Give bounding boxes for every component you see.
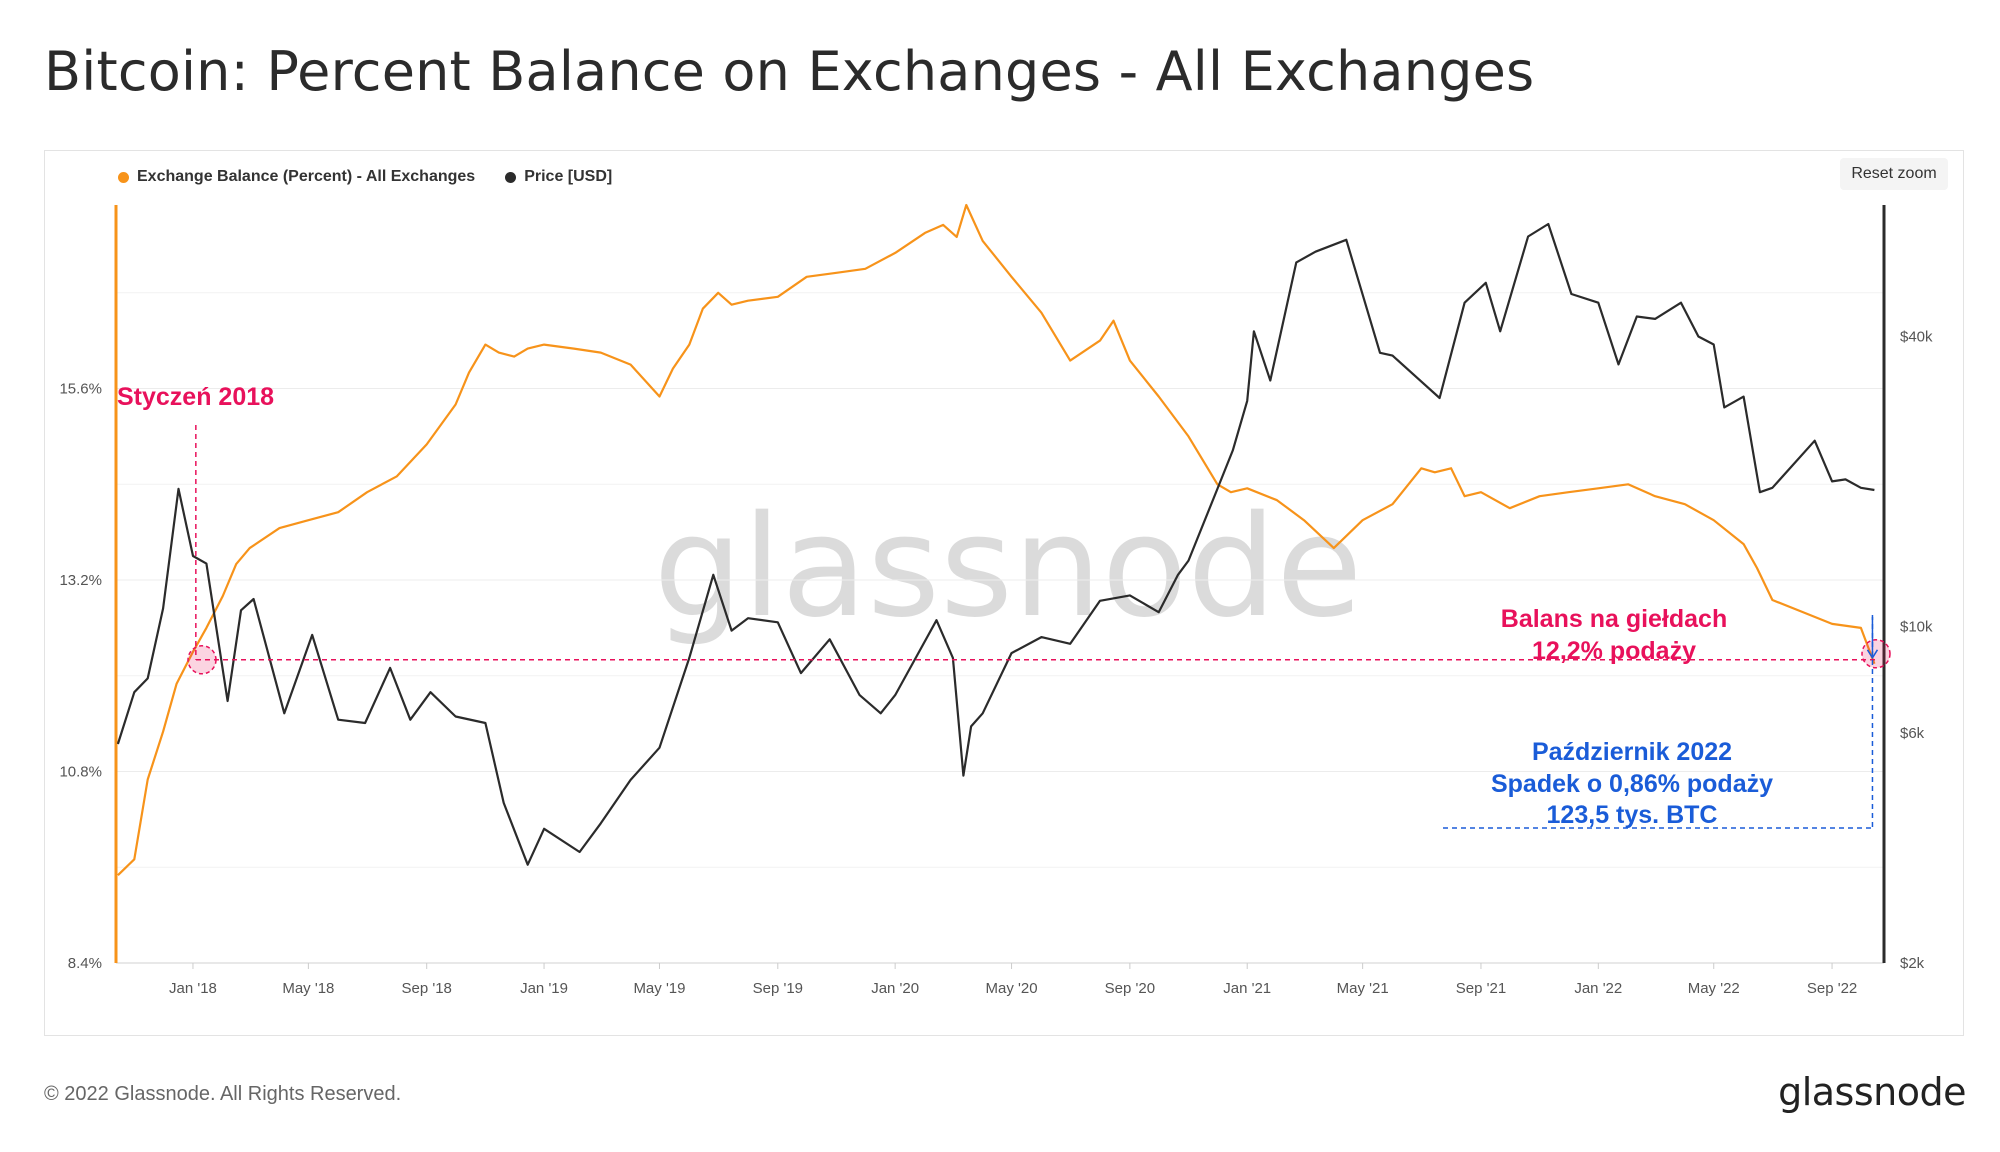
x-tick-label: May '21 [1337, 980, 1389, 997]
legend-item-price[interactable]: Price [USD] [505, 168, 612, 186]
x-tick-label: Jan '22 [1574, 980, 1622, 997]
footer-copyright: © 2022 Glassnode. All Rights Reserved. [44, 1083, 402, 1105]
x-tick-label: Jan '21 [1223, 980, 1271, 997]
x-tick-label: Sep '21 [1456, 980, 1506, 997]
annotation-balance-text-2: 12,2% podaży [1532, 637, 1696, 665]
legend-label-balance: Exchange Balance (Percent) - All Exchang… [137, 168, 476, 185]
chart-frame [44, 150, 1964, 1036]
y-right-tick-label: $10k [1900, 618, 1933, 635]
glassnode-logo: glassnode [1778, 1070, 1966, 1114]
x-tick-label: May '18 [282, 980, 334, 997]
annotation-oct2022-text-2: Spadek o 0,86% podaży [1491, 770, 1773, 798]
annotation-balance-text-1: Balans na giełdach [1501, 605, 1727, 633]
y-right-tick-label: $40k [1900, 328, 1933, 345]
reset-zoom-button[interactable]: Reset zoom [1840, 158, 1948, 190]
page-title: Bitcoin: Percent Balance on Exchanges - … [44, 40, 1535, 103]
legend-label-price: Price [USD] [524, 168, 613, 185]
legend-dot-price [505, 171, 517, 183]
annotation-oct2022-text-3: 123,5 tys. BTC [1547, 801, 1718, 829]
x-tick-label: Jan '19 [520, 980, 568, 997]
x-tick-label: May '19 [633, 980, 685, 997]
x-tick-label: Sep '18 [401, 980, 451, 997]
annotation-circle-oct2022 [1861, 639, 1891, 669]
x-tick-label: Sep '19 [753, 980, 803, 997]
y-left-tick-label: 10.8% [59, 764, 102, 781]
x-tick-label: May '20 [986, 980, 1038, 997]
y-left-tick-label: 13.2% [59, 572, 102, 589]
x-tick-label: Sep '22 [1807, 980, 1857, 997]
glassnode-watermark: glassnode [654, 486, 1363, 649]
y-left-tick-label: 8.4% [68, 955, 102, 972]
y-right-tick-label: $2k [1900, 955, 1925, 972]
x-tick-label: Jan '18 [169, 980, 217, 997]
y-left-tick-label: 15.6% [59, 381, 102, 398]
series-line-exchange-balance [117, 203, 1876, 876]
legend-dot-balance [118, 171, 129, 183]
annotation-drop-arrowhead [1866, 649, 1879, 660]
x-tick-label: May '22 [1688, 980, 1740, 997]
x-tick-label: Sep '20 [1105, 980, 1155, 997]
annotation-circle-jan2018 [187, 645, 217, 675]
annotation-jan2018-text: Styczeń 2018 [117, 383, 274, 411]
series-line-price [116, 222, 1875, 866]
annotation-oct2022-text-1: Październik 2022 [1532, 738, 1732, 766]
legend-item-balance[interactable]: Exchange Balance (Percent) - All Exchang… [118, 168, 475, 186]
y-right-tick-label: $6k [1900, 725, 1925, 742]
chart-legend: Exchange Balance (Percent) - All Exchang… [118, 168, 612, 186]
x-tick-label: Jan '20 [871, 980, 919, 997]
